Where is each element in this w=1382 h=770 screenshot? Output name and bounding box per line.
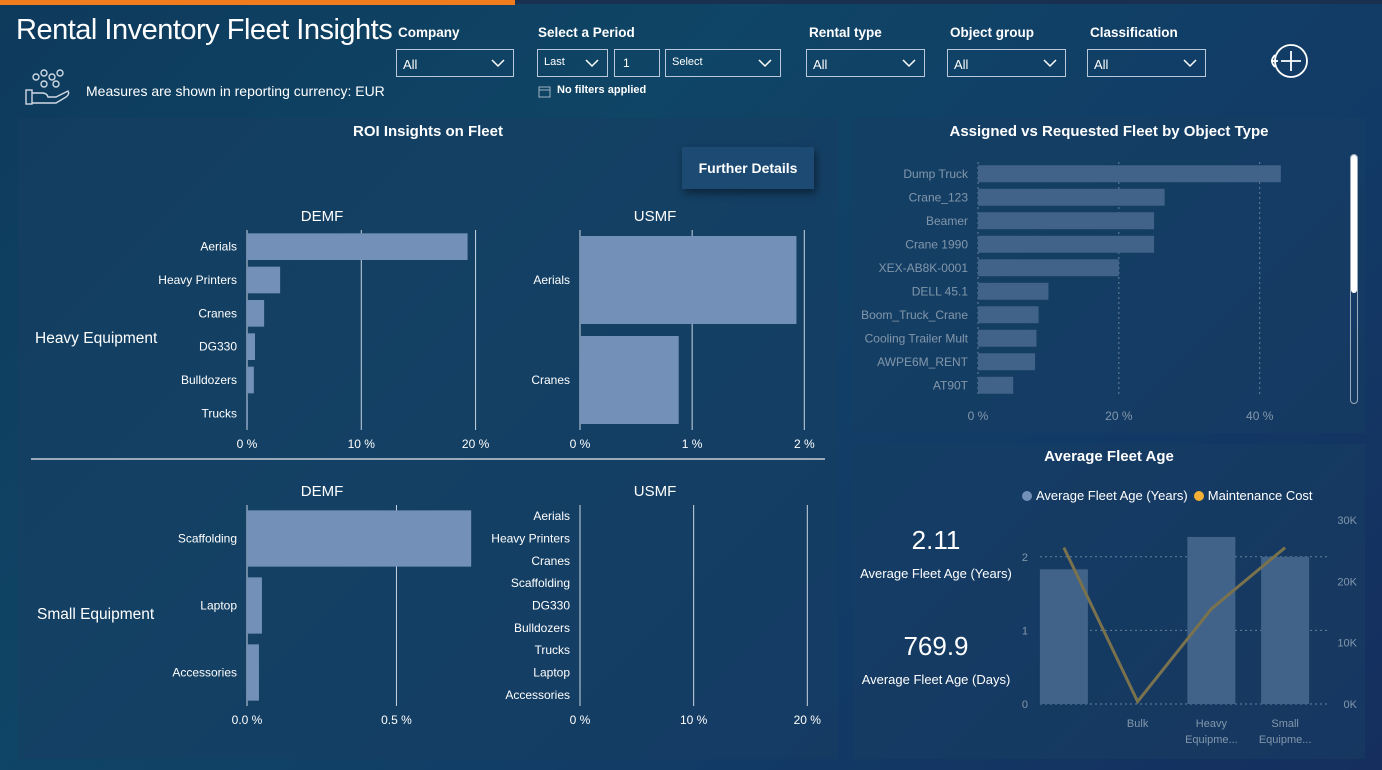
company-select[interactable]: All (396, 49, 514, 77)
legend-dot-cost (1193, 490, 1204, 501)
classification-filter-label: Classification (1090, 25, 1178, 40)
kpi-days-value: 769.9 (903, 631, 969, 661)
period-relative-select[interactable]: Last (537, 49, 608, 77)
company-filter-label: Company (398, 25, 460, 40)
period-unit-select[interactable]: Select (665, 49, 781, 77)
period-number-input[interactable]: 1 (614, 49, 660, 77)
currency-note: Measures are shown in reporting currency… (86, 83, 385, 99)
filter-calendar-icon (538, 86, 551, 98)
legend-item-age[interactable]: Average Fleet Age (Years) (1022, 488, 1188, 503)
assigned-scrollbar[interactable] (1350, 154, 1358, 404)
top-strip (515, 0, 1382, 4)
age-legend: Average Fleet Age (Years) Maintenance Co… (1022, 488, 1319, 503)
chevron-down-icon (491, 59, 505, 68)
period-filter-label: Select a Period (538, 25, 635, 40)
chevron-down-icon (1183, 59, 1197, 68)
accent-bar (0, 0, 515, 5)
roi-panel-title: ROI Insights on Fleet (352, 123, 503, 140)
section-divider (31, 458, 825, 460)
company-select-value: All (403, 57, 418, 72)
roi-panel: ROI Insights on Fleet (18, 118, 838, 759)
rental-type-value: All (813, 57, 828, 72)
chevron-down-icon (902, 59, 916, 68)
object-group-select[interactable]: All (947, 49, 1066, 77)
kpi-years-label: Average Fleet Age (Years) (860, 566, 1012, 581)
kpi-years-value: 2.11 (911, 525, 961, 555)
money-hand-icon (25, 69, 70, 105)
page-title: Rental Inventory Fleet Insights (16, 14, 393, 46)
legend-dot-age (1022, 490, 1032, 501)
legend-age-label: Average Fleet Age (Years) (1036, 488, 1188, 503)
period-unit-value: Select (672, 56, 703, 68)
chevron-down-icon (585, 59, 599, 68)
age-panel: Average Fleet Age (853, 444, 1365, 759)
assigned-panel: Assigned vs Requested Fleet by Object Ty… (853, 118, 1365, 433)
assigned-scroll-thumb[interactable] (1351, 155, 1357, 293)
period-relative-value: Last (544, 56, 565, 68)
chevron-down-icon (758, 59, 772, 68)
legend-cost-label: Maintenance Cost (1207, 488, 1313, 503)
further-details-button[interactable]: Further Details (682, 147, 814, 189)
object-group-filter-label: Object group (950, 25, 1034, 40)
period-filter-status: No filters applied (557, 84, 647, 96)
add-filter-icon[interactable] (1266, 42, 1316, 80)
object-group-value: All (954, 57, 969, 72)
classification-value: All (1094, 57, 1109, 72)
rental-type-filter-label: Rental type (809, 25, 882, 40)
chevron-down-icon (1043, 59, 1057, 68)
legend-item-cost[interactable]: Maintenance Cost (1193, 488, 1313, 503)
assigned-panel-title: Assigned vs Requested Fleet by Object Ty… (949, 123, 1269, 140)
age-panel-title: Average Fleet Age (1044, 448, 1174, 465)
classification-select[interactable]: All (1087, 49, 1206, 77)
rental-type-select[interactable]: All (806, 49, 925, 77)
kpi-days-label: Average Fleet Age (Days) (861, 672, 1011, 687)
